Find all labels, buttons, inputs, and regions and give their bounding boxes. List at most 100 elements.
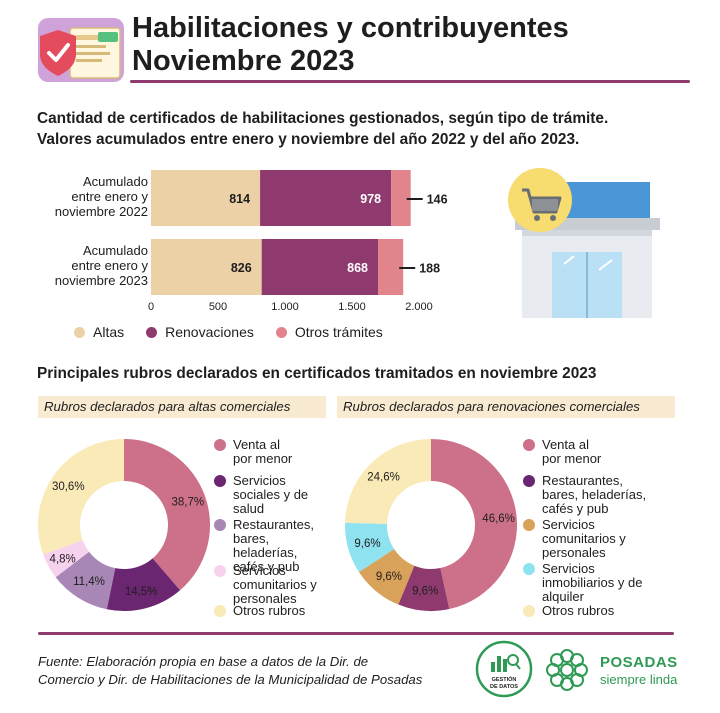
store-cart-icon: [508, 168, 660, 318]
category-label: Acumulado entre enero y noviembre 2022: [55, 174, 149, 219]
slice-label: 11,4%: [73, 576, 105, 588]
legend-label: Otros rubros: [542, 603, 615, 618]
posadas-slogan: siempre linda: [600, 672, 678, 687]
data-label: 146: [427, 193, 448, 207]
donut-slice: [345, 522, 395, 572]
donut-slice: [43, 540, 90, 578]
subtitle-line-1: Cantidad de certificados de habilitacion…: [37, 110, 609, 127]
donut-slice: [106, 558, 181, 611]
page-title: Habilitaciones y contribuyentes Noviembr…: [132, 12, 692, 78]
legend-label: Servicios comunitarios y personales: [233, 563, 317, 606]
legend-swatch: [523, 605, 535, 617]
section-title-rubros: Principales rubros declarados en certifi…: [37, 365, 597, 382]
legend-swatch: [214, 475, 226, 487]
legend-swatch: [523, 563, 535, 575]
x-tick-label: 2.000: [405, 301, 433, 313]
bar-segment-otros-tramites: [377, 239, 404, 295]
legend-item-servicios-inmobiliarios: Servicios inmobiliarios y de alquiler: [523, 562, 642, 604]
legend-item-renovaciones: Renovaciones: [146, 324, 254, 340]
donut-slice: [124, 439, 211, 591]
data-label: 814: [229, 192, 250, 206]
data-label: 826: [231, 261, 252, 275]
legend-label: Otros trámites: [294, 324, 383, 340]
slice-label: 24,6%: [367, 471, 400, 483]
legend-item-venta: Venta al por menor: [214, 438, 292, 466]
shield-document-icon: [38, 18, 124, 82]
gestion-datos-logo: GESTIÓN DE DATOS: [475, 640, 533, 698]
legend-item-otros-rubros: Otros rubros: [214, 604, 305, 618]
stacked-bar-chart: Acumulado entre enero y noviembre 2022 814 9…: [55, 170, 448, 313]
legend-label: Otros rubros: [233, 603, 306, 618]
legend-item-servicios-sociales: Servicios sociales y de salud: [214, 474, 308, 516]
bar-segment-renovaciones: [261, 239, 378, 295]
legend-label: Restaurantes, bares, heladerías, cafés y…: [542, 473, 647, 516]
title-divider: [130, 80, 690, 83]
donut-slice: [358, 549, 415, 605]
legend-label: Servicios sociales y de salud: [233, 473, 309, 516]
legend-swatch-altas: [74, 326, 85, 338]
legend-item-altas: Altas: [74, 324, 124, 340]
legend-swatch: [214, 519, 226, 531]
bar-segment-altas: [151, 170, 261, 226]
source-note: Fuente: Elaboración propia en base a dat…: [38, 653, 468, 689]
bar-segment-otros-tramites: [391, 170, 411, 226]
x-tick-label: 0: [148, 301, 154, 313]
x-tick-label: 1.500: [338, 301, 366, 313]
legend-label: Servicios comunitarios y personales: [542, 517, 626, 560]
bar-chart-legend: Altas Renovaciones Otros trámites: [74, 321, 383, 343]
donut-legend-renovaciones: Venta al por menor Restaurantes, bares, …: [523, 438, 673, 623]
source-line-1: Fuente: Elaboración propia en base a dat…: [38, 654, 369, 669]
legend-label: Renovaciones: [165, 324, 254, 340]
legend-label: Restaurantes, bares, heladerías, cafés y…: [233, 517, 314, 574]
legend-label: Venta al por menor: [233, 437, 293, 466]
bar-chart-subtitle: Cantidad de certificados de habilitacion…: [37, 108, 697, 150]
tag-altas-comerciales: Rubros declarados para altas comerciales: [38, 396, 326, 418]
slice-label: 9,6%: [376, 571, 402, 583]
legend-label: Servicios inmobiliarios y de alquiler: [542, 561, 643, 604]
posadas-name: POSADAS: [600, 654, 678, 671]
legend-item-servicios-comunitarios: Servicios comunitarios y personales: [523, 518, 626, 560]
slice-label: 9,6%: [354, 538, 380, 550]
slice-label: 30,6%: [52, 481, 85, 493]
data-label: 978: [360, 192, 381, 206]
legend-item-servicios-comunitarios: Servicios comunitarios y personales: [214, 564, 317, 606]
donut-slice: [38, 439, 124, 555]
legend-swatch: [523, 519, 535, 531]
legend-item-restaurantes: Restaurantes, bares, heladerías, cafés y…: [523, 474, 646, 516]
slice-label: 38,7%: [171, 496, 204, 508]
legend-item-venta: Venta al por menor: [523, 438, 601, 466]
slice-label: 4,8%: [50, 554, 76, 566]
subtitle-line-2: Valores acumulados entre enero y noviemb…: [37, 131, 580, 148]
legend-label: Venta al por menor: [542, 437, 602, 466]
legend-item-restaurantes: Restaurantes, bares, heladerías, cafés y…: [214, 518, 334, 574]
legend-item-otros-tramites: Otros trámites: [275, 324, 383, 340]
svg-text:DE DATOS: DE DATOS: [490, 684, 518, 690]
donut-chart-renovaciones: 46,6% 9,6% 9,6% 9,6% 24,6%: [345, 439, 517, 611]
data-label: 188: [419, 262, 440, 276]
posadas-flower-logo: [546, 649, 588, 691]
slice-label: 9,6%: [412, 586, 438, 598]
slice-label: 46,6%: [482, 513, 515, 525]
title-line-2: Noviembre 2023: [132, 45, 355, 77]
x-tick-label: 500: [209, 301, 227, 313]
footer-divider: [38, 632, 674, 635]
data-label: 868: [347, 261, 368, 275]
x-tick-label: 1.000: [271, 301, 299, 313]
donut-slice: [345, 439, 431, 524]
slice-label: 14,5%: [125, 586, 158, 598]
legend-swatch-otros-tramites: [275, 326, 287, 338]
source-line-2: Comercio y Dir. de Habilitaciones de la …: [38, 672, 423, 687]
posadas-logo-text: POSADAS siempre linda: [600, 654, 680, 687]
category-label: Acumulado entre enero y noviembre 2023: [55, 243, 149, 288]
legend-swatch: [523, 475, 535, 487]
donut-slice: [431, 439, 517, 610]
title-line-1: Habilitaciones y contribuyentes: [132, 12, 569, 44]
donut-chart-altas: 38,7% 14,5% 11,4% 4,8% 30,6%: [38, 439, 211, 611]
svg-text:GESTIÓN: GESTIÓN: [492, 675, 517, 683]
bar-segment-renovaciones: [260, 170, 392, 226]
legend-item-otros-rubros: Otros rubros: [523, 604, 614, 618]
legend-swatch: [214, 605, 226, 617]
donut-slice: [398, 565, 450, 611]
donut-legend-altas: Venta al por menor Servicios sociales y …: [214, 438, 334, 623]
legend-swatch: [523, 439, 535, 451]
